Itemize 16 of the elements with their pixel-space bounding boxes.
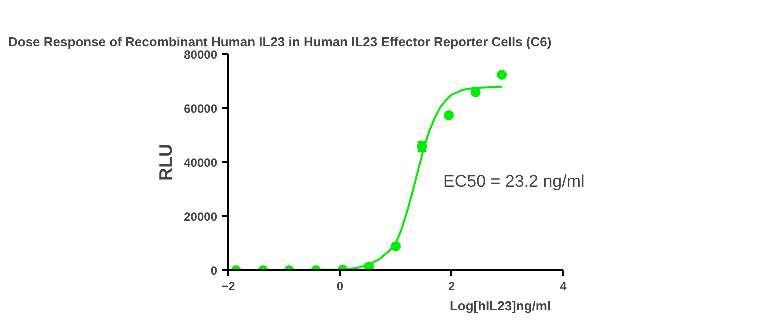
y-tick-label: 60000 xyxy=(184,102,218,116)
y-axis-title: RLU xyxy=(156,144,176,181)
y-tick-label: 80000 xyxy=(184,48,218,62)
point xyxy=(497,70,508,80)
point xyxy=(444,110,454,121)
x-tick-label: 4 xyxy=(560,280,568,294)
chart-title: Dose Response of Recombinant Human IL23 in Human IL23 Effector Reporter Cells (C6) xyxy=(8,34,552,50)
y-tick-label: 40000 xyxy=(184,156,218,170)
x-tick-label: 0 xyxy=(336,280,344,294)
y-tick-label: 0 xyxy=(210,264,218,278)
x-axis-title: Log[hIL23]ng/ml xyxy=(450,298,552,314)
annotation: EC50 = 23.2 ng/ml xyxy=(444,172,585,191)
point xyxy=(470,88,481,98)
y-tick-label: 20000 xyxy=(184,210,218,224)
x-tick-label: 2 xyxy=(448,280,456,294)
x-tick-label: −2 xyxy=(222,280,236,294)
